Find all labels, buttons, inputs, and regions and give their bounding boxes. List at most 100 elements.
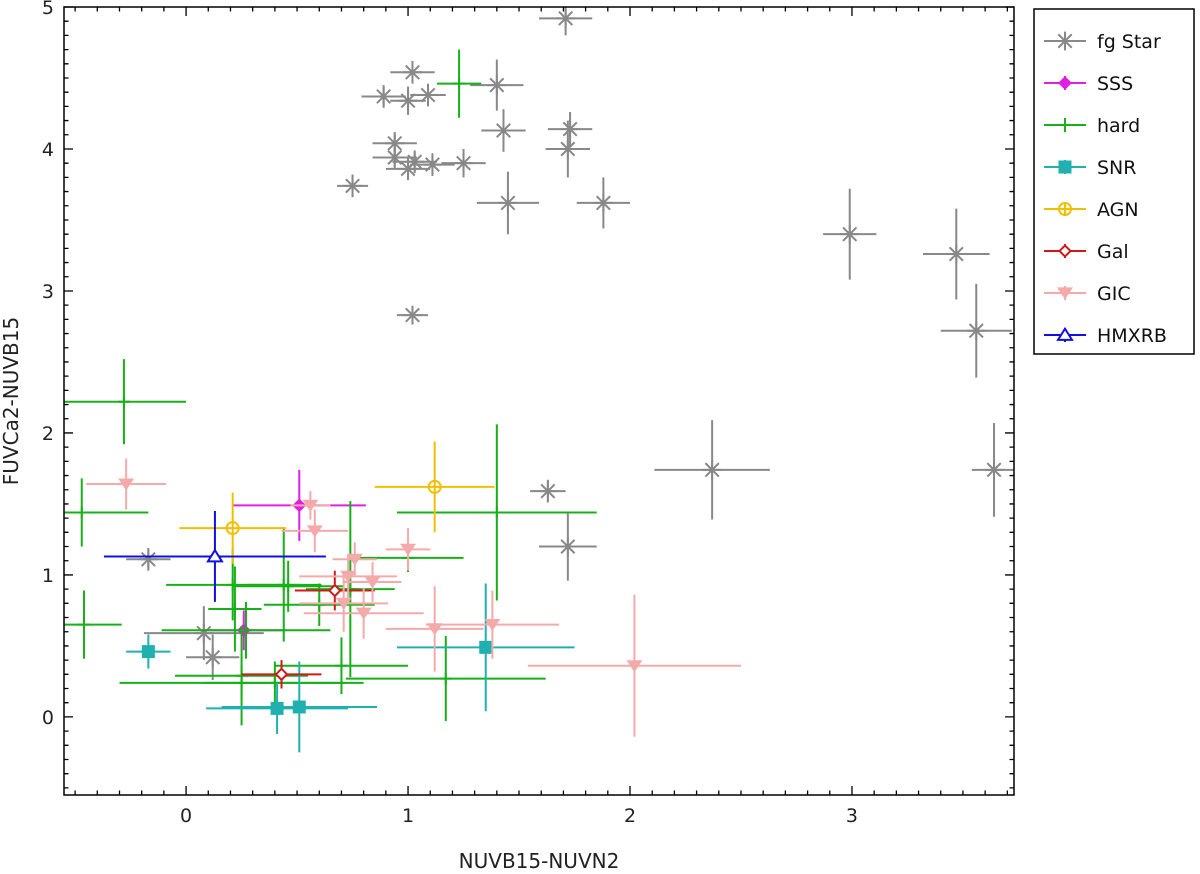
point-marker [306,525,323,538]
point-marker [403,305,422,325]
data-point [410,83,446,107]
data-point [823,188,877,280]
point-marker [225,521,240,536]
data-point [206,682,349,734]
series-fg-star [126,7,1014,680]
series-gal [241,570,375,689]
point-marker [558,537,578,556]
point-marker [340,570,357,583]
legend-marker [1058,202,1072,216]
point-marker [398,159,418,179]
legend-item: SSS [1044,73,1133,95]
data-point [410,153,455,176]
data-point [221,661,377,753]
data-point [441,148,486,178]
point-marker [118,478,135,491]
data-point [396,424,597,601]
data-point [374,441,495,533]
legend-label: hard [1097,115,1140,137]
y-axis-label: FUVCa2-NUVB15 [0,317,23,485]
legend-label: HMXRB [1097,325,1167,347]
point-marker [302,499,319,512]
plot-frame [63,6,1015,796]
data-point [390,60,435,84]
data-point [539,7,593,36]
point-marker [966,321,986,341]
legend-marker [1058,160,1072,174]
point-marker [203,647,223,667]
data-point [530,479,566,503]
point-marker [400,543,417,556]
point-marker [454,153,473,173]
legend-item: HMXRB [1044,325,1167,347]
data-point [372,146,417,169]
data-point [303,587,424,639]
data-point [576,177,631,229]
data-point [345,635,546,722]
data-point [186,634,240,680]
data-point [971,423,1014,517]
y-tick-label: 4 [42,139,54,161]
data-point [922,208,990,300]
point-marker [403,62,422,82]
legend-marker [1058,76,1072,90]
point-marker [374,87,393,106]
point-marker [423,155,442,174]
data-point [545,120,591,178]
data-point [547,112,593,147]
point-marker [346,553,363,566]
point-marker [355,607,372,620]
legend-marker [1056,326,1074,341]
legend-item: GIC [1044,283,1131,305]
data-point [361,85,406,108]
x-tick-label: 0 [180,805,192,827]
point-marker [560,119,580,139]
data-point [539,512,597,581]
data-point [476,171,539,235]
legend-label: fg Star [1097,31,1161,53]
data-point [436,49,482,118]
point-marker [490,506,503,519]
data-point [103,511,326,602]
point-marker [292,700,306,714]
legend-label: AGN [1097,199,1139,221]
legend-label: Gal [1097,241,1129,263]
point-marker [206,548,224,563]
point-marker [984,460,1004,480]
point-marker [228,603,241,616]
y-tick-label: 0 [42,707,54,729]
legend-frame [1033,8,1195,355]
data-point [64,359,187,445]
legend-item: AGN [1044,199,1139,221]
data-point [390,86,426,115]
legend-label: SSS [1097,73,1133,95]
legend-marker [1058,244,1072,258]
point-marker [594,193,613,213]
point-marker [385,148,405,167]
data-point [179,492,286,564]
point-marker [335,659,348,672]
data-layer [64,7,1014,753]
point-marker [235,676,248,689]
legend-item: hard [1044,115,1140,137]
point-marker [274,667,289,682]
y-tick-label: 2 [42,423,54,445]
y-tick-label: 3 [42,281,54,303]
point-marker [385,133,405,153]
legend-item: SNR [1044,157,1136,179]
data-point [385,528,431,571]
point-marker [141,645,155,659]
point-marker [335,597,352,610]
legend-label: GIC [1097,283,1131,305]
legend-marker [1055,31,1075,51]
tick-labels: 0 1 2 3 0 1 2 3 4 5 [42,0,858,827]
point-marker [344,583,357,596]
legend-item: Gal [1044,241,1129,263]
point-marker [840,224,860,244]
point-marker [538,481,558,501]
point-marker [494,121,513,140]
point-marker [626,660,643,673]
point-marker [75,506,88,519]
point-marker [77,618,90,631]
